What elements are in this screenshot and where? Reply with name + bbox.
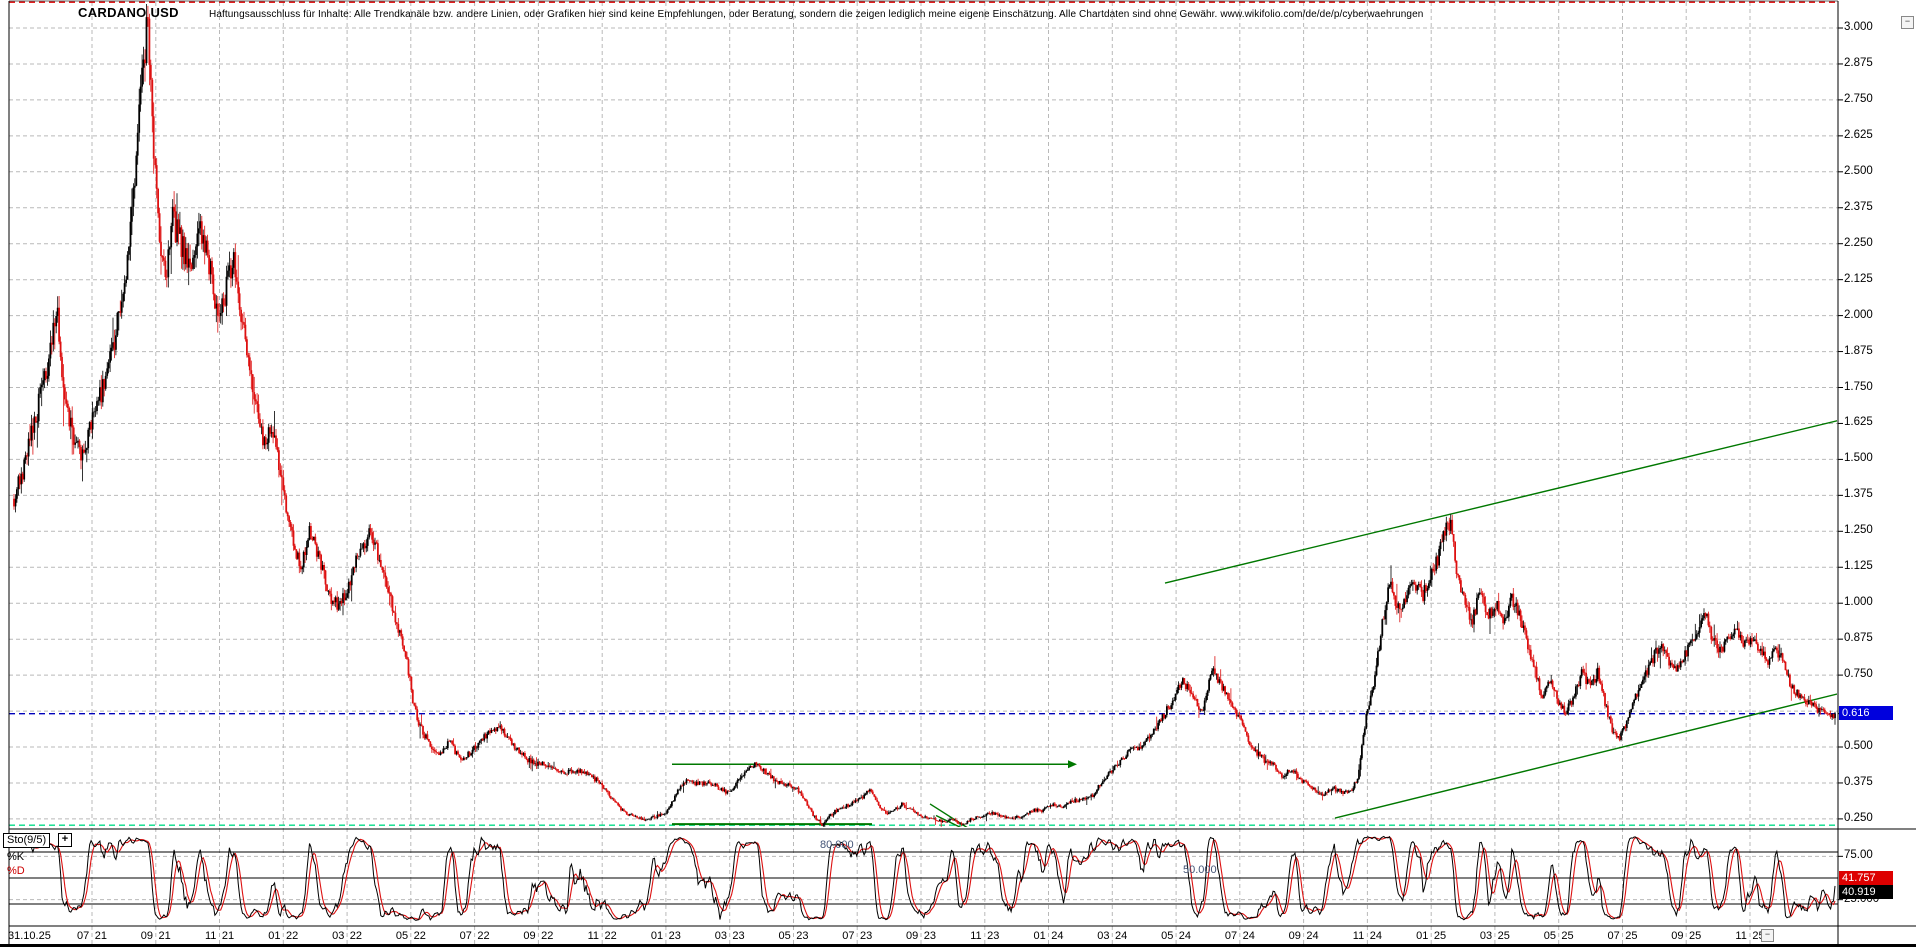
date-axis-label: 11 21	[204, 930, 235, 942]
price-axis-label: 2.000	[1844, 308, 1873, 321]
price-axis-label: 0.875	[1844, 632, 1873, 645]
date-axis-label: 07 21	[77, 930, 107, 942]
date-axis-label: 05 22	[395, 930, 426, 942]
date-axis-label: 01 25	[1416, 930, 1447, 942]
date-axis-label: 09 24	[1288, 930, 1319, 942]
price-axis-label: 1.875	[1844, 344, 1873, 357]
date-axis-label: 09 22	[523, 930, 554, 942]
price-axis-label: 1.375	[1844, 488, 1873, 501]
date-axis-label: 11 22	[587, 930, 617, 942]
price-axis-label: 2.625	[1844, 128, 1873, 141]
price-axis-label: 2.875	[1844, 56, 1873, 69]
date-axis-label: 11 23	[970, 930, 1000, 942]
date-axis-label: 03 23	[714, 930, 745, 942]
price-axis-label: 2.125	[1844, 272, 1873, 285]
date-axis-label: 09 23	[906, 930, 936, 942]
k-line-label: %K	[7, 851, 25, 863]
price-axis-label: 1.000	[1844, 596, 1873, 609]
date-axis-label: 03 25	[1479, 930, 1510, 942]
date-axis-label: 09 25	[1671, 930, 1702, 942]
date-axis-label: 07 24	[1224, 930, 1255, 942]
price-axis-label: 0.500	[1844, 740, 1873, 752]
date-axis-label: 05 25	[1543, 930, 1574, 942]
date-axis-label: 01 22	[268, 930, 299, 942]
stoch-d-value-badge: 41.757	[1839, 871, 1893, 885]
minimize-chart-button[interactable]: −	[1901, 16, 1914, 29]
chart-title: CARDANO USD	[78, 5, 179, 20]
date-axis-start-label: 31.10.25	[8, 930, 51, 942]
date-axis-label: 03 22	[332, 930, 363, 942]
price-axis-label: 2.375	[1844, 200, 1873, 213]
stoch-level-50-label: 50.000	[1183, 864, 1217, 876]
stoch-k-value-badge: 40.919	[1839, 885, 1893, 899]
price-axis-label: 2.750	[1844, 92, 1873, 105]
date-axis-label: 07 22	[459, 930, 490, 942]
price-axis-label: 1.250	[1844, 524, 1873, 537]
date-axis-label: 03 24	[1097, 930, 1128, 942]
price-axis-label: 1.625	[1844, 416, 1873, 429]
price-axis-label: 1.125	[1844, 560, 1873, 573]
date-axis-label: 05 24	[1161, 930, 1192, 942]
price-axis-label: 0.750	[1844, 668, 1873, 681]
indicator-expand-button[interactable]: +	[58, 833, 72, 847]
stoch-axis-75-label: 75.00	[1844, 849, 1873, 861]
stoch-level-80-label: 80.000	[820, 839, 854, 851]
date-axis-label: 05 23	[778, 930, 809, 942]
date-axis-label: 01 23	[650, 930, 681, 942]
date-axis-label: 11 25	[1735, 930, 1765, 942]
current-price-badge: 0.616	[1839, 706, 1893, 720]
price-axis-label: 0.250	[1844, 811, 1873, 824]
price-axis-label: 2.250	[1844, 236, 1873, 249]
price-axis-label: 3.000	[1844, 21, 1873, 33]
date-axis-label: 09 21	[140, 930, 171, 942]
date-axis-label: 11 24	[1352, 930, 1382, 942]
date-axis-label: 07 23	[842, 930, 873, 942]
indicator-name-box: Sto(9/5)	[3, 833, 51, 848]
minimize-axis-button[interactable]: −	[1761, 929, 1774, 942]
d-line-label: %D	[7, 865, 25, 877]
price-axis-label: 0.375	[1844, 775, 1873, 788]
date-axis-label: 01 24	[1033, 930, 1064, 942]
date-axis-label: 07 25	[1607, 930, 1638, 942]
price-axis-label: 1.750	[1844, 380, 1873, 393]
disclaimer-text: Haftungsausschluss für Inhalte: Alle Tre…	[209, 9, 1424, 20]
price-axis-label: 1.500	[1844, 452, 1873, 465]
price-axis-label: 2.500	[1844, 164, 1873, 177]
